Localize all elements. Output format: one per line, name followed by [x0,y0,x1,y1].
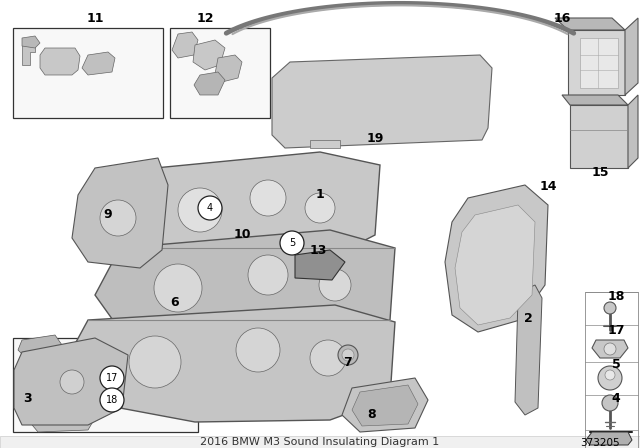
Circle shape [305,193,335,223]
Text: 17: 17 [607,323,625,336]
Text: 18: 18 [607,289,625,302]
Polygon shape [570,105,628,168]
Circle shape [198,196,222,220]
Text: 18: 18 [106,395,118,405]
Circle shape [100,200,136,236]
Text: 17: 17 [106,373,118,383]
Polygon shape [28,405,95,432]
Polygon shape [72,158,168,268]
Polygon shape [310,140,340,148]
Polygon shape [295,250,345,280]
Polygon shape [215,55,242,82]
Polygon shape [342,378,428,432]
Polygon shape [272,55,492,148]
Circle shape [598,366,622,390]
Text: 11: 11 [86,12,104,25]
Text: 4: 4 [207,203,213,213]
Circle shape [154,264,202,312]
Polygon shape [194,72,225,95]
Bar [13,338,198,432]
Circle shape [602,395,618,411]
Polygon shape [128,152,380,265]
Circle shape [60,370,84,394]
Text: 12: 12 [196,12,214,25]
Text: 8: 8 [368,409,376,422]
Text: 4: 4 [612,392,620,405]
Text: 16: 16 [554,12,571,25]
Bar [0,436,640,448]
Polygon shape [455,205,535,325]
Circle shape [605,370,615,380]
Polygon shape [40,48,80,75]
Polygon shape [562,95,628,105]
Polygon shape [568,30,625,95]
Circle shape [236,328,280,372]
Text: 373205: 373205 [580,438,620,448]
Polygon shape [14,338,128,425]
Text: 10: 10 [233,228,251,241]
Bar [13,28,163,118]
Bar [170,28,270,118]
Polygon shape [62,305,395,422]
Circle shape [129,336,181,388]
Polygon shape [352,385,418,426]
Polygon shape [95,230,395,352]
Circle shape [100,366,124,390]
Text: 3: 3 [24,392,32,405]
Polygon shape [82,52,115,75]
Circle shape [248,255,288,295]
Circle shape [280,231,304,255]
Circle shape [310,340,346,376]
Polygon shape [18,335,62,360]
Text: 5: 5 [289,238,295,248]
Text: 5: 5 [612,358,620,371]
Circle shape [178,188,222,232]
Text: 13: 13 [309,244,326,257]
Circle shape [250,180,286,216]
Circle shape [100,388,124,412]
Text: 9: 9 [104,208,112,221]
Text: 7: 7 [344,356,353,369]
Circle shape [319,269,351,301]
Circle shape [338,345,358,365]
Polygon shape [22,36,40,48]
Bar [585,292,638,448]
Polygon shape [628,95,638,168]
Text: 2016 BMW M3 Sound Insulating Diagram 1: 2016 BMW M3 Sound Insulating Diagram 1 [200,437,440,447]
Text: 14: 14 [540,180,557,193]
Circle shape [342,349,354,361]
Text: 6: 6 [171,296,179,309]
Polygon shape [22,45,35,65]
Polygon shape [172,32,198,58]
Polygon shape [193,40,225,70]
Polygon shape [625,18,638,95]
Text: 1: 1 [316,189,324,202]
Polygon shape [586,432,632,445]
Polygon shape [555,18,625,30]
Text: 19: 19 [366,132,384,145]
Text: 2: 2 [524,311,532,324]
Polygon shape [515,285,542,415]
Circle shape [604,343,616,355]
Polygon shape [592,340,628,358]
Polygon shape [580,38,618,88]
Polygon shape [445,185,548,332]
Polygon shape [55,350,98,382]
Text: 15: 15 [591,165,609,178]
Circle shape [604,302,616,314]
